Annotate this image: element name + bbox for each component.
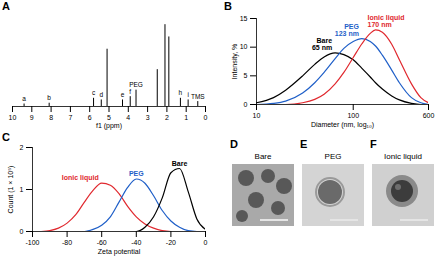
svg-text:10: 10 <box>240 43 248 50</box>
svg-text:0: 0 <box>244 101 248 108</box>
svg-text:a: a <box>22 95 26 102</box>
svg-text:Intensity, %: Intensity, % <box>231 44 239 80</box>
svg-text:i: i <box>187 91 188 98</box>
svg-text:PEG: PEG <box>129 170 144 177</box>
html-text:PEG: PEG <box>324 152 342 161</box>
html-text:D: D <box>230 138 238 150</box>
svg-text:-40: -40 <box>131 239 141 246</box>
svg-text:2: 2 <box>165 114 169 121</box>
svg-text:100: 100 <box>347 112 359 119</box>
svg-text:4: 4 <box>126 114 130 121</box>
svg-text:d: d <box>99 91 103 98</box>
svg-text:5: 5 <box>107 114 111 121</box>
svg-text:0: 0 <box>204 239 208 246</box>
svg-text:10: 10 <box>253 112 261 119</box>
html-text:Ionic liquid: Ionic liquid <box>384 152 422 161</box>
svg-text:8: 8 <box>49 114 53 121</box>
html-text:F: F <box>370 138 377 150</box>
svg-text:15: 15 <box>240 15 248 22</box>
svg-text:f1 (ppm): f1 (ppm) <box>96 122 122 130</box>
svg-text:6: 6 <box>88 114 92 121</box>
svg-text:PEG: PEG <box>129 81 143 88</box>
svg-text:-60: -60 <box>97 239 107 246</box>
svg-text:7: 7 <box>68 114 72 121</box>
svg-text:Count (1 × 10⁵): Count (1 × 10⁵) <box>7 166 15 214</box>
svg-text:h: h <box>179 89 183 96</box>
svg-text:5: 5 <box>244 72 248 79</box>
svg-text:600: 600 <box>423 112 435 119</box>
svg-text:PEG123 nm: PEG123 nm <box>335 23 360 37</box>
svg-text:2: 2 <box>20 144 24 151</box>
svg-text:f: f <box>129 88 131 95</box>
svg-text:10: 10 <box>9 114 17 121</box>
html-text:B: B <box>224 0 232 12</box>
svg-text:Zeta potential: Zeta potential <box>98 248 141 256</box>
html-text:Bare: Bare <box>254 152 272 161</box>
svg-text:9: 9 <box>30 114 34 121</box>
svg-text:1: 1 <box>20 186 24 193</box>
html-text:E: E <box>300 138 308 150</box>
svg-text:Ionic liquid170 nm: Ionic liquid170 nm <box>368 14 405 28</box>
html-text:A: A <box>2 0 10 12</box>
svg-text:c: c <box>92 89 96 96</box>
svg-text:Bare: Bare <box>172 160 188 167</box>
svg-text:1: 1 <box>184 114 188 121</box>
svg-text:-100: -100 <box>25 239 39 246</box>
html-text:C: C <box>2 131 10 143</box>
svg-text:TMS: TMS <box>191 93 205 100</box>
svg-text:Ionic liquid: Ionic liquid <box>62 174 99 182</box>
svg-text:Bare65 nm: Bare65 nm <box>312 37 332 51</box>
svg-text:e: e <box>121 91 125 98</box>
svg-text:3: 3 <box>146 114 150 121</box>
svg-text:-20: -20 <box>166 239 176 246</box>
svg-text:0: 0 <box>20 228 24 235</box>
svg-text:-80: -80 <box>62 239 72 246</box>
svg-text:b: b <box>47 94 51 101</box>
svg-text:Diameter (nm, log₁₀): Diameter (nm, log₁₀) <box>311 121 374 129</box>
svg-text:0: 0 <box>204 114 208 121</box>
